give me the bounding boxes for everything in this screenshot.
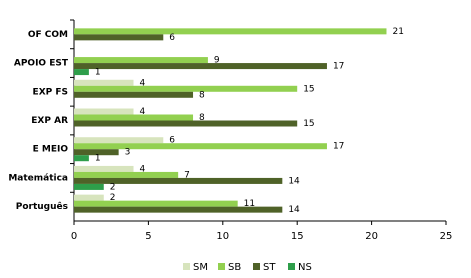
bar — [74, 165, 134, 172]
x-tick-label: 15 — [291, 231, 304, 242]
value-label: 4 — [140, 78, 146, 88]
value-label: 17 — [333, 62, 344, 72]
value-label: 1 — [95, 154, 101, 164]
x-tick-label: 10 — [216, 231, 229, 242]
bar — [74, 149, 119, 156]
bar — [74, 85, 298, 92]
value-label: 2 — [110, 193, 116, 203]
value-label: 6 — [169, 136, 175, 146]
value-label: 9 — [214, 56, 220, 66]
bar — [74, 57, 208, 64]
bar — [74, 143, 327, 150]
value-label: 21 — [392, 27, 403, 37]
value-label: 4 — [140, 164, 146, 174]
legend-label: SM — [193, 262, 208, 273]
legend-swatch — [253, 263, 260, 270]
x-tick-label: 25 — [440, 231, 453, 242]
bar — [74, 183, 104, 190]
bar — [74, 200, 238, 207]
y-tick-label: APOIO EST — [14, 59, 69, 69]
value-label: 7 — [184, 170, 190, 180]
value-label: 15 — [303, 119, 314, 129]
y-tick-label: Matemática — [8, 173, 68, 183]
value-label: 17 — [333, 142, 344, 152]
value-label: 6 — [169, 33, 175, 43]
bar — [74, 114, 194, 121]
bar — [74, 69, 89, 76]
value-label: 8 — [199, 90, 205, 100]
y-tick-label: E MEIO — [33, 145, 69, 155]
bar — [74, 194, 104, 201]
y-tick-label: EXP FS — [33, 87, 68, 97]
legend-swatch — [218, 263, 225, 270]
bar — [74, 155, 89, 162]
bar — [74, 108, 134, 115]
bar — [74, 171, 179, 178]
value-label: 1 — [95, 68, 101, 78]
bar — [74, 120, 298, 127]
x-tick-label: 20 — [365, 231, 378, 242]
bar — [74, 28, 387, 35]
legend-label: NS — [298, 262, 312, 273]
value-label: 2 — [110, 182, 116, 192]
y-tick-label: OF COM — [28, 30, 68, 40]
legend-label: SB — [228, 262, 241, 273]
bar — [74, 177, 283, 184]
value-label: 11 — [244, 199, 255, 209]
value-label: 3 — [125, 148, 131, 158]
value-label: 14 — [288, 205, 300, 215]
y-tick-label: EXP AR — [31, 116, 68, 126]
value-label: 8 — [199, 113, 205, 123]
legend-swatch — [183, 263, 190, 270]
x-tick-label: 0 — [71, 231, 77, 242]
bar — [74, 34, 164, 41]
value-label: 14 — [288, 176, 300, 186]
bar — [74, 79, 134, 86]
bar — [74, 137, 164, 144]
y-tick-label: Português — [16, 201, 68, 212]
x-tick-label: 5 — [145, 231, 151, 242]
legend-swatch — [288, 263, 295, 270]
bar — [74, 91, 194, 98]
legend-label: ST — [263, 262, 276, 273]
value-label: 15 — [303, 84, 314, 94]
value-label: 4 — [140, 107, 146, 117]
bar — [74, 63, 327, 70]
bar — [74, 206, 283, 213]
